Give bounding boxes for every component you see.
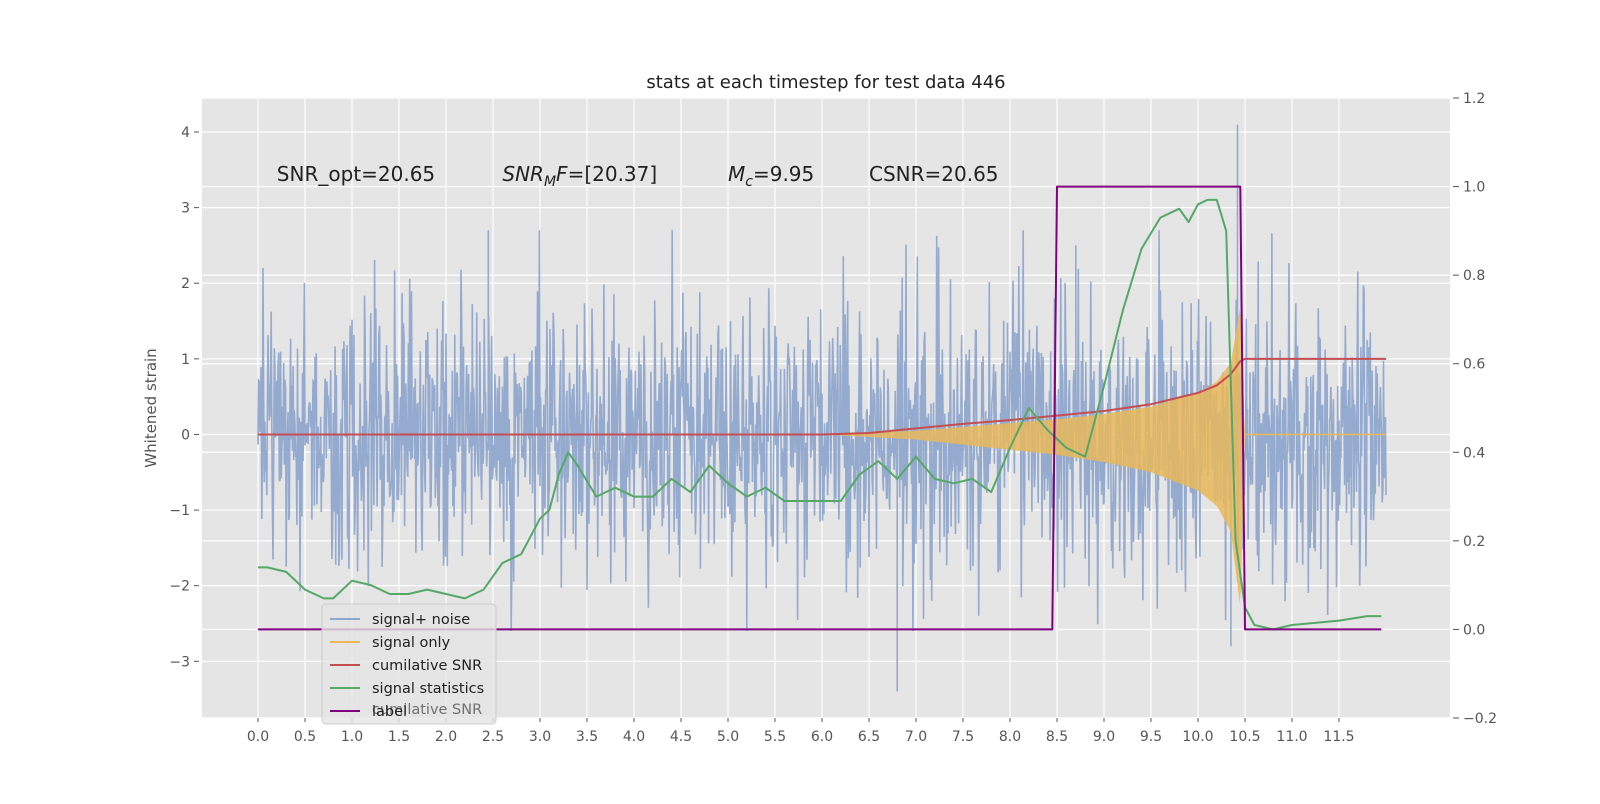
x-tick-label: 2.5	[482, 729, 504, 745]
y-axis-label: Whitened strain	[142, 348, 160, 467]
x-tick-labels: 0.0 0.5 1.0 1.5 2.0 2.5 3.0 3.5 4.0 4.5 5.0 5.5 6.0 6…	[247, 718, 1355, 745]
legend: cumilative SNR signal+ noise signal only cu…	[321, 603, 497, 725]
y-tick-label: −2	[169, 579, 190, 595]
y2-tick-label: 1.0	[1463, 180, 1485, 196]
x-tick-label: 4.5	[670, 729, 692, 745]
y-tick-labels: 4 3 2 1 0 −1 −2 −3	[169, 125, 199, 670]
legend-label: signal statistics	[372, 681, 484, 697]
line-series	[258, 185, 1386, 631]
signal-noise-series	[257, 124, 1387, 692]
x-tick-label: 8.5	[1046, 729, 1068, 745]
legend-label: signal only	[372, 635, 451, 651]
y2-tick-labels: 1.2 1.0 0.8 0.6 0.4 0.2 0.0 −0.2	[1453, 91, 1497, 727]
y2-tick-label: 0.8	[1463, 268, 1485, 284]
y-tick-label: 3	[181, 201, 190, 217]
legend-box	[321, 603, 497, 725]
y-tick-label: 2	[181, 276, 190, 292]
x-tick-label: 11.0	[1276, 729, 1307, 745]
legend-ghost-text: cumilative SNR	[372, 702, 482, 718]
series-cumilative-snr	[258, 357, 1386, 436]
series-signal-statistics	[258, 198, 1382, 631]
x-tick-label: 8.0	[999, 729, 1021, 745]
y-tick-label: 1	[181, 352, 190, 368]
x-tick-label: 0.0	[247, 729, 269, 745]
y2-tick-label: 0.2	[1463, 534, 1485, 550]
x-tick-label: 7.0	[905, 729, 927, 745]
x-tick-label: 4.0	[623, 729, 645, 745]
y-tick-label: 4	[181, 125, 190, 141]
annotation: Mc=9.95	[728, 162, 814, 190]
y-tick-label: −3	[169, 654, 190, 670]
annotations: SNR_opt=20.65 SNRMF=[20.37] Mc=9.95 CSNR=20…	[277, 162, 999, 190]
x-tick-label: 3.5	[576, 729, 598, 745]
x-tick-label: 0.5	[294, 729, 316, 745]
x-tick-label: 11.5	[1323, 729, 1354, 745]
series-label	[258, 185, 1382, 631]
annotation: SNRMF=[20.37]	[502, 162, 657, 190]
x-tick-label: 5.5	[764, 729, 786, 745]
x-tick-label: 6.5	[858, 729, 880, 745]
legend-label: label	[372, 704, 407, 720]
x-tick-label: 2.0	[435, 729, 457, 745]
series-signal-only	[822, 309, 1245, 604]
y2-tick-label: 0.0	[1463, 622, 1485, 638]
y2-tick-label: −0.2	[1463, 711, 1497, 727]
legend-label: cumilative SNR	[372, 658, 482, 674]
y-tick-label: −1	[169, 503, 190, 519]
annotation: CSNR=20.65	[869, 162, 999, 186]
y2-tick-label: 1.2	[1463, 91, 1485, 107]
series-signal-noise	[257, 124, 1387, 692]
signal-only-fill	[822, 309, 1386, 604]
x-tick-label: 9.0	[1093, 729, 1115, 745]
y2-tick-label: 0.4	[1463, 445, 1485, 461]
legend-label: signal+ noise	[372, 612, 470, 628]
x-tick-label: 10.0	[1182, 729, 1213, 745]
annotation: SNR_opt=20.65	[277, 162, 435, 186]
x-tick-label: 5.0	[717, 729, 739, 745]
x-tick-label: 7.5	[952, 729, 974, 745]
x-tick-label: 9.5	[1140, 729, 1162, 745]
chart-title: stats at each timestep for test data 446	[646, 72, 1005, 93]
x-tick-label: 10.5	[1229, 729, 1260, 745]
x-tick-label: 1.0	[341, 729, 363, 745]
x-tick-label: 1.5	[388, 729, 410, 745]
y2-tick-label: 0.6	[1463, 357, 1485, 373]
y-tick-label: 0	[181, 427, 190, 443]
x-tick-label: 6.0	[811, 729, 833, 745]
x-tick-label: 3.0	[529, 729, 551, 745]
